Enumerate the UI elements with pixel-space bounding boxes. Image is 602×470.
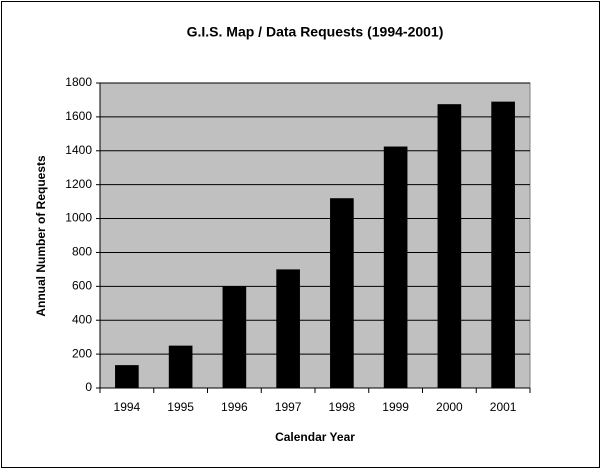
x-tick-label: 2001 — [490, 400, 517, 414]
y-tick-label: 1600 — [65, 109, 92, 123]
x-tick-label: 1999 — [382, 400, 409, 414]
bar — [168, 345, 193, 388]
plot-area — [99, 82, 531, 389]
y-axis-label: Annual Number of Requests — [34, 155, 48, 317]
y-tick-label: 1200 — [65, 177, 92, 191]
y-tick-label: 0 — [85, 380, 92, 394]
x-axis-label: Calendar Year — [275, 430, 355, 444]
x-tick-label: 1997 — [275, 400, 302, 414]
bar — [491, 101, 515, 388]
bar — [276, 269, 300, 388]
y-tick-label: 1800 — [65, 75, 92, 89]
y-tick-label: 1000 — [65, 211, 92, 225]
chart-title: G.I.S. Map / Data Requests (1994-2001) — [187, 24, 444, 40]
x-tick-label: 2000 — [436, 400, 463, 414]
bar — [330, 198, 354, 388]
y-tick-label: 1400 — [65, 143, 92, 157]
x-tick-label: 1994 — [114, 400, 141, 414]
x-tick-label: 1996 — [221, 400, 248, 414]
y-tick-label: 200 — [72, 346, 92, 360]
bar — [383, 146, 408, 388]
y-tick-label: 400 — [72, 312, 92, 326]
y-tick-label: 800 — [72, 245, 92, 259]
bar — [437, 104, 462, 389]
x-tick-label: 1995 — [167, 400, 194, 414]
bar — [222, 286, 247, 388]
bar — [115, 365, 139, 388]
x-tick-label: 1998 — [329, 400, 356, 414]
y-tick-label: 600 — [72, 279, 92, 293]
